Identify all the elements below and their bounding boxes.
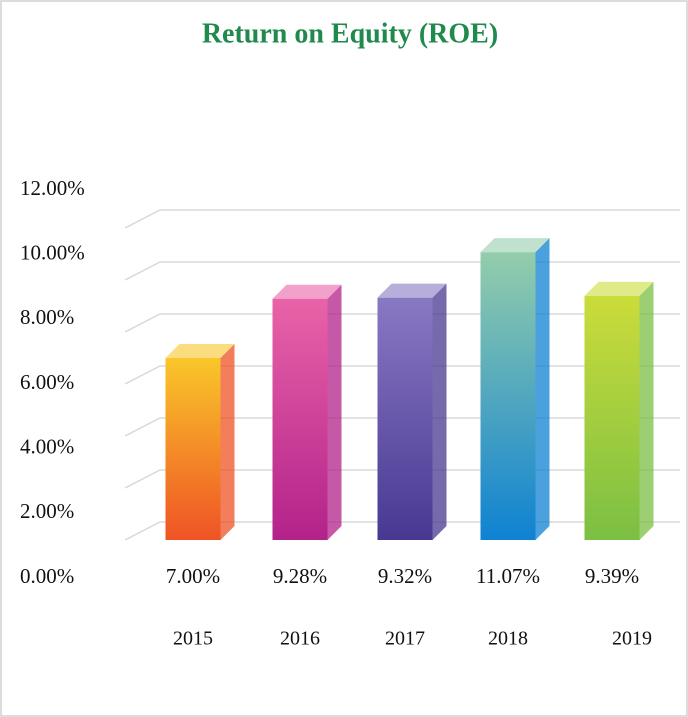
value-label: 9.39% bbox=[585, 564, 639, 588]
y-tick-label: 0.00% bbox=[20, 564, 74, 588]
bar bbox=[165, 358, 221, 540]
bar bbox=[480, 252, 536, 540]
x-tick-label: 2018 bbox=[488, 628, 528, 650]
chart-title: Return on Equity (ROE) bbox=[202, 18, 498, 49]
x-tick-label: 2017 bbox=[385, 628, 425, 650]
y-tick-label: 4.00% bbox=[20, 434, 74, 458]
bar-top bbox=[165, 344, 235, 358]
bar-top bbox=[480, 238, 550, 253]
bar-top bbox=[377, 283, 447, 298]
bar-top bbox=[272, 284, 342, 299]
bar-top bbox=[584, 281, 654, 296]
value-label: 11.07% bbox=[476, 564, 540, 588]
y-tick-label: 12.00% bbox=[20, 176, 85, 200]
x-tick-label: 2019 bbox=[612, 628, 652, 650]
y-tick-label: 2.00% bbox=[20, 499, 74, 523]
value-label: 7.00% bbox=[166, 564, 220, 588]
bar-side bbox=[535, 238, 550, 540]
y-tick-label: 10.00% bbox=[20, 240, 85, 264]
bar-side bbox=[220, 344, 235, 540]
bar bbox=[584, 295, 640, 540]
bar bbox=[272, 298, 328, 540]
value-label: 9.32% bbox=[378, 564, 432, 588]
bar-side bbox=[432, 283, 447, 540]
y-tick-label: 6.00% bbox=[20, 370, 74, 394]
grid-line bbox=[124, 209, 680, 229]
y-tick-label: 8.00% bbox=[20, 305, 74, 329]
x-tick-label: 2016 bbox=[280, 628, 320, 650]
bar-side bbox=[327, 284, 342, 540]
bar-side bbox=[639, 281, 654, 540]
bar bbox=[377, 297, 433, 540]
x-tick-label: 2015 bbox=[173, 628, 213, 650]
value-label: 9.28% bbox=[273, 564, 327, 588]
